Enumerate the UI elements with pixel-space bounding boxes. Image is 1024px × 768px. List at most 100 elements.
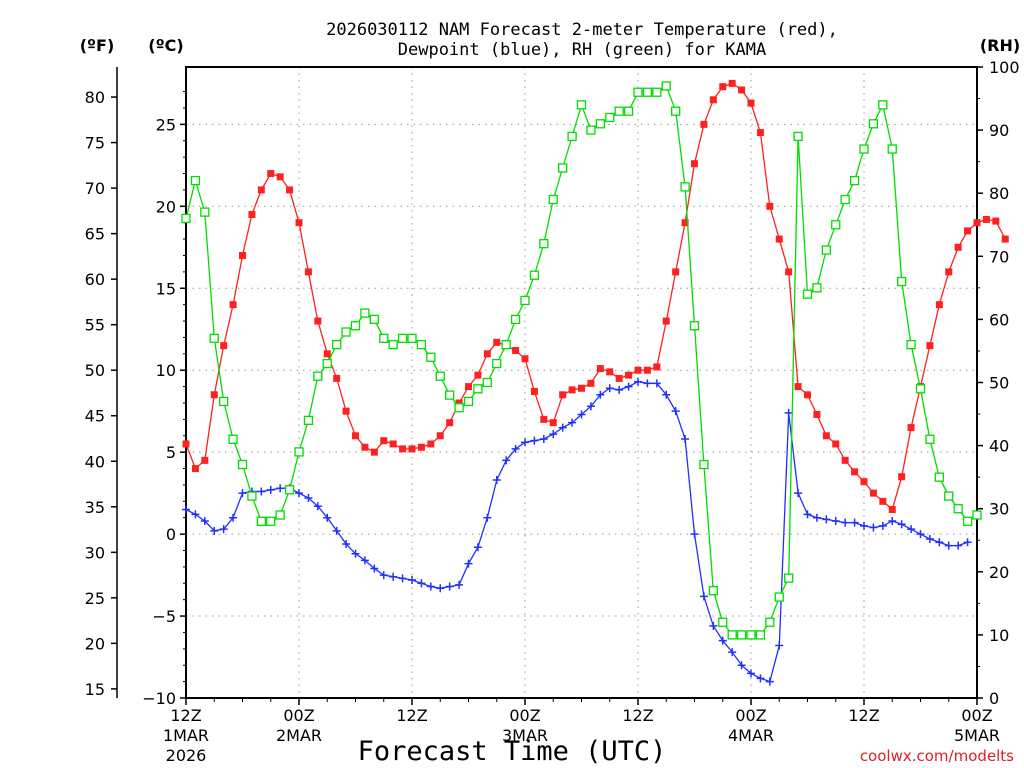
dewpoint-point [323,513,332,522]
temperature-point [210,391,218,399]
temperature-point [427,440,435,448]
dewpoint-point [671,407,680,416]
dewpoint-point [219,525,228,534]
temperature-point [606,368,614,376]
dewpoint-point [916,530,925,539]
rh-point [793,131,803,142]
rh-point [445,390,455,400]
rh-point [369,314,379,325]
dewpoint-point [473,543,482,552]
rh-point [962,516,973,526]
rh-line [185,84,978,636]
rh-point [567,131,577,142]
rh-point [934,472,944,482]
rh-point [332,339,342,350]
dewpoint-point [229,513,238,522]
temperature-point [276,173,284,181]
temperature-point [399,445,407,453]
rh-point [284,485,295,495]
temperature-point [342,407,350,415]
dewpoint-point [690,530,699,539]
dewpoint-point [869,523,878,532]
c-tick-label: 5 [166,443,176,462]
temperature-point [446,419,454,427]
dewpoint-point [812,513,821,522]
dewpoint-point [963,538,972,547]
temperature-point [926,342,934,350]
dewpoint-point [907,525,916,534]
temperature-point [954,243,962,251]
rh-point [275,510,285,520]
temperature-point [229,301,237,309]
dewpoint-point [398,574,407,583]
f-tick-label: 75 [85,134,105,153]
temperature-point [832,440,840,448]
rh-point [548,194,558,205]
rh-point [492,358,502,369]
rh-point [520,295,530,306]
dewpoint-point [549,430,558,439]
rh-point [897,276,907,287]
dewpoint-point [342,539,351,548]
x-axis-title: Forecast Time (UTC) [358,736,667,767]
x-tick-label-date: 4MAR [728,726,774,745]
dewpoint-point [351,549,360,558]
rh-point [812,283,822,293]
rh-point [266,516,276,526]
temperature-point [568,386,576,394]
dewpoint-point [652,379,661,388]
temperature-point [662,317,670,325]
x-tick-label-date: 1MAR [163,726,209,745]
temperature-point [587,379,595,387]
series-dewpoint [182,377,972,686]
rh-point [765,617,775,627]
f-tick-label: 30 [85,543,105,562]
temperature-point [982,215,990,223]
left-axis-c-label: (ºC) [148,36,183,55]
temperature-point [728,79,736,87]
temperature-point [201,456,209,464]
temperature-point [822,432,830,440]
rh-point [501,339,511,350]
rh-point [614,106,624,116]
dewpoint-point [944,541,953,550]
temperature-point [804,391,811,399]
temperature-point [474,371,482,379]
temperature-point [493,338,501,346]
rh-point [529,270,540,280]
rh-point [831,220,841,230]
dewpoint-point [417,579,426,588]
f-tick-label: 15 [85,680,105,699]
rh-point [821,245,831,255]
x-tick-label-date: 3MAR [502,726,548,745]
rh-tick-label: 60 [989,310,1009,329]
rh-point [388,339,398,350]
dewpoint-point [737,661,746,670]
dewpoint-point [182,505,190,514]
rh-point [708,586,718,596]
temperature-point [578,384,585,392]
rh-tick-label: 80 [989,184,1009,203]
temperature-point [521,355,529,363]
rh-point [840,194,850,205]
temperature-point [860,478,868,486]
temperature-point [747,99,755,107]
dewpoint-point [521,438,529,447]
rh-point [652,87,662,97]
temperature-point [973,219,981,227]
plot-frame [116,66,978,699]
plot-border [185,66,978,699]
temperature-point [239,251,246,259]
f-tick-label: 25 [85,589,105,608]
temperature-point [766,202,774,210]
temperature-point [389,440,397,448]
temperature-point [738,86,746,94]
temperature-point [851,468,859,476]
rh-point [482,377,492,388]
dewpoint-point [925,535,934,544]
c-tick-label: 20 [156,197,176,216]
dewpoint-point [304,494,313,503]
rh-point [868,119,879,129]
rh-point [802,289,813,299]
temperature-point [465,383,472,391]
